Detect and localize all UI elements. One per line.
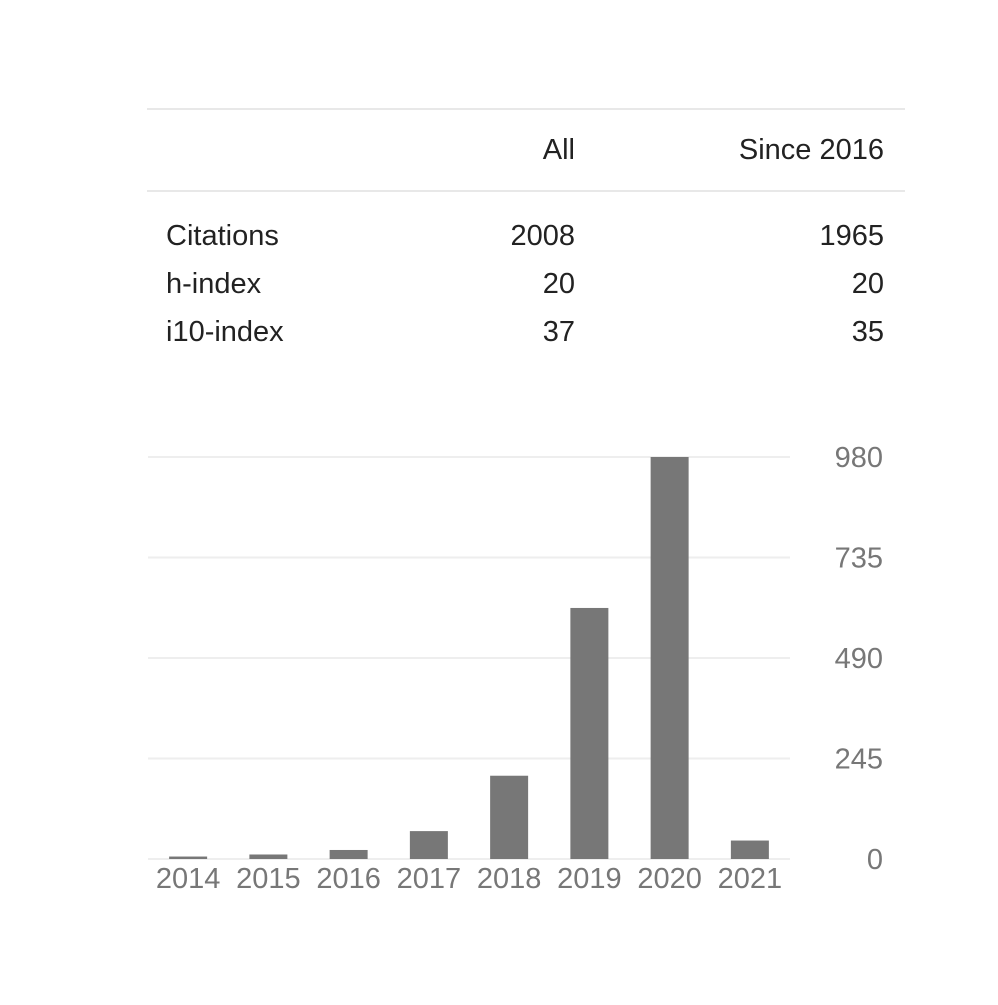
bar-2017 <box>409 831 448 859</box>
row-label: i10-index <box>166 316 284 348</box>
row-value-since: 1965 <box>819 220 884 252</box>
x-tick-label: 2020 <box>637 863 702 895</box>
row-value-all: 20 <box>542 268 575 300</box>
stats-header-row: All Since 2016 <box>147 108 905 192</box>
y-tick-label: 0 <box>867 844 883 876</box>
row-label: Citations <box>166 220 279 252</box>
x-tick-label: 2014 <box>156 863 221 895</box>
y-tick-label: 735 <box>835 543 883 575</box>
bar-2020 <box>650 457 689 859</box>
y-tick-label: 490 <box>835 643 883 675</box>
bar-2019 <box>570 607 609 859</box>
row-value-since: 35 <box>851 316 884 348</box>
x-tick-label: 2017 <box>397 863 462 895</box>
y-tick-label: 980 <box>835 442 883 474</box>
x-tick-label: 2015 <box>236 863 301 895</box>
citation-stats-table: All Since 2016 Citations 2008 1965 h-ind… <box>147 108 905 372</box>
bar-2018 <box>490 775 529 859</box>
y-tick-label: 245 <box>835 744 883 776</box>
stats-body: Citations 2008 1965 h-index 20 20 i10-in… <box>147 192 905 372</box>
header-since-2016: Since 2016 <box>738 134 884 166</box>
x-tick-label: 2019 <box>557 863 622 895</box>
bar-2015 <box>249 854 288 859</box>
stats-row-i10-index: i10-index 37 35 <box>147 315 905 351</box>
bar-2014 <box>169 856 208 859</box>
row-value-all: 37 <box>542 316 575 348</box>
x-tick-label: 2018 <box>477 863 542 895</box>
row-label: h-index <box>166 268 262 300</box>
stats-row-h-index: h-index 20 20 <box>147 267 905 303</box>
stats-row-citations: Citations 2008 1965 <box>147 219 905 255</box>
row-value-all: 2008 <box>510 220 575 252</box>
x-tick-label: 2016 <box>316 863 381 895</box>
row-value-since: 20 <box>851 268 884 300</box>
header-all: All <box>542 134 575 166</box>
bar-2016 <box>329 849 368 859</box>
x-tick-label: 2021 <box>718 863 783 895</box>
bar-2021 <box>730 840 769 859</box>
